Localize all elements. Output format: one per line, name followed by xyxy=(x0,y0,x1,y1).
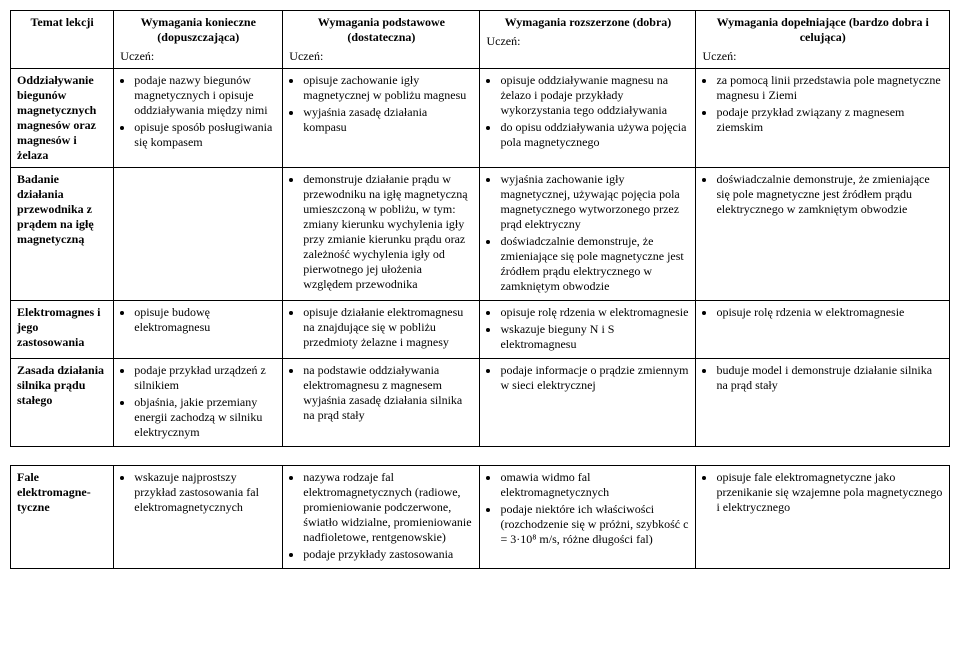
row3-col-a: opisuje budowę elektromagnesu xyxy=(114,301,283,359)
row1-col-d: za pomocą linii przedstawia pole magnety… xyxy=(696,69,950,168)
list-item: wskazuje najprostszy przykład zastosowan… xyxy=(134,470,276,515)
list-item: podaje przykład związany z magnesem ziem… xyxy=(716,105,943,135)
row5-col-b: nazywa rodzaje fal elektromagnetycznych … xyxy=(283,466,480,569)
list-item: opisuje zachowanie igły magnetycznej w p… xyxy=(303,73,473,103)
list-item: opisuje sposób posługiwania się kompasem xyxy=(134,120,276,150)
row4-col-b: na podstawie oddziaływania elektromagnes… xyxy=(283,359,480,447)
requirements-table-1: Temat lekcji Wymagania konieczne (dopusz… xyxy=(10,10,950,447)
list-item: nazywa rodzaje fal elektromagnetycznych … xyxy=(303,470,473,545)
list-item: podaje przykład urządzeń z silnikiem xyxy=(134,363,276,393)
row3-col-d: opisuje rolę rdzenia w elektromagnesie xyxy=(696,301,950,359)
list-item: podaje niektóre ich właściwości (rozchod… xyxy=(500,502,689,547)
header-col-a-title: Wymagania konieczne (dopuszczająca) xyxy=(120,15,276,45)
row2-col-d: doświadczalnie demonstruje, że zmieniają… xyxy=(696,168,950,301)
list-item: buduje model i demonstruje działanie sil… xyxy=(716,363,943,393)
header-col-c-sub: Uczeń: xyxy=(486,34,689,49)
list-item: doświadczalnie demonstruje, że zmieniają… xyxy=(500,234,689,294)
header-col-c: Wymagania rozszerzone (dobra) Uczeń: xyxy=(480,11,696,69)
header-topic-label: Temat lekcji xyxy=(17,15,107,30)
list-item: opisuje budowę elektromagnesu xyxy=(134,305,276,335)
header-col-b-title: Wymagania podstawowe (dostateczna) xyxy=(289,15,473,45)
row1-col-b: opisuje zachowanie igły magnetycznej w p… xyxy=(283,69,480,168)
header-col-a-sub: Uczeń: xyxy=(120,49,276,64)
row4-col-d: buduje model i demonstruje działanie sil… xyxy=(696,359,950,447)
row2-col-a xyxy=(114,168,283,301)
row5-col-a: wskazuje najprostszy przykład zastosowan… xyxy=(114,466,283,569)
list-item: opisuje oddziaływanie magnesu na żelazo … xyxy=(500,73,689,118)
list-item: za pomocą linii przedstawia pole magnety… xyxy=(716,73,943,103)
header-col-d: Wymagania dopełniające (bardzo dobra i c… xyxy=(696,11,950,69)
list-item: opisuje fale elektromagnetyczne jako prz… xyxy=(716,470,943,515)
row1-col-c: opisuje oddziaływanie magnesu na żelazo … xyxy=(480,69,696,168)
row3-col-c: opisuje rolę rdzenia w elektromagnesie w… xyxy=(480,301,696,359)
table-row: Zasada działania silnika prądu stałego p… xyxy=(11,359,950,447)
table-row: Badanie działania przewodnika z prądem n… xyxy=(11,168,950,301)
header-col-a: Wymagania konieczne (dopuszczająca) Ucze… xyxy=(114,11,283,69)
row2-col-b: demonstruje działanie prądu w przewodnik… xyxy=(283,168,480,301)
table-header-row: Temat lekcji Wymagania konieczne (dopusz… xyxy=(11,11,950,69)
list-item: opisuje rolę rdzenia w elektromagnesie xyxy=(716,305,943,320)
row5-col-c: omawia widmo fal elektromagnetycznych po… xyxy=(480,466,696,569)
row3-col-b: opisuje działanie elektromagnesu na znaj… xyxy=(283,301,480,359)
list-item: opisuje rolę rdzenia w elektromagnesie xyxy=(500,305,689,320)
header-col-b: Wymagania podstawowe (dostateczna) Uczeń… xyxy=(283,11,480,69)
list-item: wyjaśnia zasadę działania kompasu xyxy=(303,105,473,135)
row3-topic: Elektromagnes i jego zastosowania xyxy=(11,301,114,359)
row4-col-a: podaje przykład urządzeń z silnikiem obj… xyxy=(114,359,283,447)
header-topic: Temat lekcji xyxy=(11,11,114,69)
list-item: opisuje działanie elektromagnesu na znaj… xyxy=(303,305,473,350)
row4-col-c: podaje informacje o prądzie zmiennym w s… xyxy=(480,359,696,447)
header-col-c-title: Wymagania rozszerzone (dobra) xyxy=(486,15,689,30)
row5-topic: Fale elektromagne-tyczne xyxy=(11,466,114,569)
requirements-table-2: Fale elektromagne-tyczne wskazuje najpro… xyxy=(10,465,950,569)
list-item: wyjaśnia zachowanie igły magnetycznej, u… xyxy=(500,172,689,232)
header-col-d-title: Wymagania dopełniające (bardzo dobra i c… xyxy=(702,15,943,45)
list-item: omawia widmo fal elektromagnetycznych xyxy=(500,470,689,500)
list-item: podaje informacje o prądzie zmiennym w s… xyxy=(500,363,689,393)
table-row: Oddziaływanie biegunów magnetycznych mag… xyxy=(11,69,950,168)
list-item: podaje przykłady zastosowania xyxy=(303,547,473,562)
list-item: doświadczalnie demonstruje, że zmieniają… xyxy=(716,172,943,217)
list-item: do opisu oddziaływania używa pojęcia pol… xyxy=(500,120,689,150)
list-item: demonstruje działanie prądu w przewodnik… xyxy=(303,172,473,292)
header-col-b-sub: Uczeń: xyxy=(289,49,473,64)
header-col-d-sub: Uczeń: xyxy=(702,49,943,64)
row2-topic: Badanie działania przewodnika z prądem n… xyxy=(11,168,114,301)
table-row: Elektromagnes i jego zastosowania opisuj… xyxy=(11,301,950,359)
row5-col-d: opisuje fale elektromagnetyczne jako prz… xyxy=(696,466,950,569)
table-row: Fale elektromagne-tyczne wskazuje najpro… xyxy=(11,466,950,569)
list-item: na podstawie oddziaływania elektromagnes… xyxy=(303,363,473,423)
list-item: podaje nazwy biegunów magnetycznych i op… xyxy=(134,73,276,118)
row1-topic: Oddziaływanie biegunów magnetycznych mag… xyxy=(11,69,114,168)
list-item: objaśnia, jakie przemiany energii zachod… xyxy=(134,395,276,440)
row2-col-c: wyjaśnia zachowanie igły magnetycznej, u… xyxy=(480,168,696,301)
row4-topic: Zasada działania silnika prądu stałego xyxy=(11,359,114,447)
row1-col-a: podaje nazwy biegunów magnetycznych i op… xyxy=(114,69,283,168)
list-item: wskazuje bieguny N i S elektromagnesu xyxy=(500,322,689,352)
